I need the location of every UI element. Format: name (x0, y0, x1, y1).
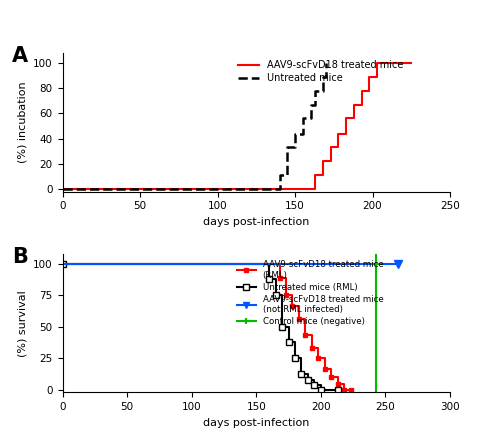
X-axis label: days post-infection: days post-infection (203, 217, 310, 227)
Legend: AAV9-scFvD18 treated mice, Untreated mice: AAV9-scFvD18 treated mice, Untreated mic… (234, 56, 408, 87)
X-axis label: days post-infection: days post-infection (203, 418, 310, 428)
Legend: AAV9-scFvD18 treated mice
(RML), Untreated mice (RML), AAV9-scFvD18 treated mice: AAV9-scFvD18 treated mice (RML), Untreat… (234, 257, 387, 329)
Y-axis label: (%) incubation: (%) incubation (18, 82, 28, 163)
Text: A: A (12, 46, 28, 66)
Text: B: B (12, 247, 28, 267)
Y-axis label: (%) survival: (%) survival (18, 290, 28, 357)
